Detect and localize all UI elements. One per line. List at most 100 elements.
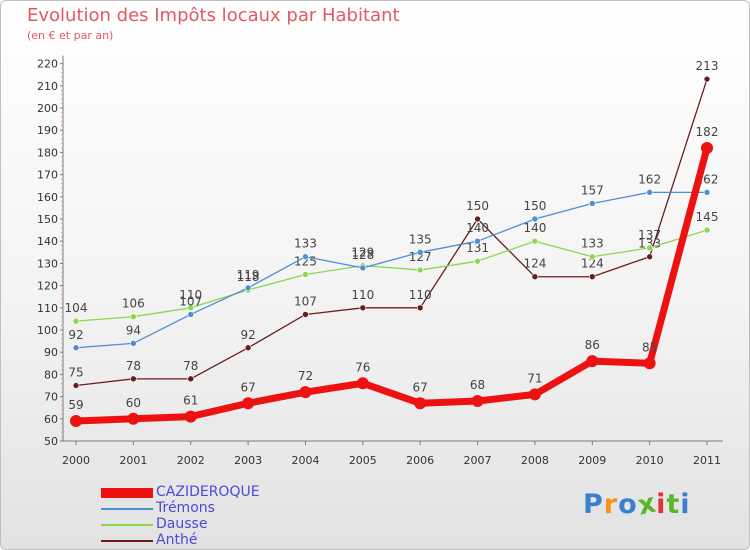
data-point [646,189,653,196]
x-tick-label: 2003 [234,454,262,467]
data-point [414,397,427,410]
data-point [471,395,484,408]
legend-item: Trémons [101,500,341,517]
series-line [75,229,708,322]
data-point [187,311,195,318]
series-line [75,78,708,387]
data-label: 119 [237,268,260,282]
legend-label: Anthé [156,532,198,548]
data-point [302,253,309,261]
legend-item: CAZIDEROQUE [101,484,341,501]
x-tick-label: 2006 [406,454,434,467]
x-tick-label: 2009 [578,454,606,467]
series-line [75,191,708,349]
data-label: 85 [642,340,657,354]
y-tick-label: 130 [37,257,58,270]
data-label: 129 [351,246,374,260]
legend-item: Dausse [101,516,341,533]
y-tick-label: 160 [37,191,58,204]
series-cazideroque: 59 60 61 67 72 76 67 68 71 86 85 182 [68,125,718,428]
data-point [244,344,252,352]
data-label: 67 [240,380,255,394]
data-label: 68 [470,378,485,392]
data-label: 94 [126,323,141,337]
logo-letter: t [666,489,681,520]
data-label: 140 [466,221,489,235]
data-point [359,304,367,312]
y-tick-label: 70 [44,391,58,404]
data-label: 78 [126,359,141,373]
x-tick-label: 2005 [349,454,377,467]
data-point [416,304,424,312]
data-point [302,271,309,278]
data-label: 107 [294,294,317,308]
data-label: 118 [237,270,260,284]
data-label: 71 [527,371,542,385]
x-tick-label: 2002 [177,454,205,467]
data-point [703,189,711,196]
data-label: 75 [68,366,83,380]
data-label: 107 [179,294,202,308]
x-tick-label: 2000 [62,454,90,467]
data-point [701,141,713,154]
logo-letter: P [583,489,604,520]
data-label: 110 [351,288,374,302]
data-point [72,382,80,389]
data-label: 128 [351,248,374,262]
data-point [359,264,367,272]
data-label: 162 [638,172,661,186]
data-point [130,375,137,383]
series-line [72,144,711,425]
data-point [703,75,711,83]
data-point [531,237,539,245]
data-label: 72 [298,369,313,383]
data-point [588,273,596,281]
data-label: 213 [696,59,719,73]
data-point [130,313,137,320]
legend-label: Dausse [156,516,208,532]
data-point [586,355,599,368]
data-label: 133 [638,237,661,251]
data-point [531,273,539,281]
data-point [416,249,424,256]
x-tick-label: 2007 [464,454,492,467]
data-label: 133 [294,237,317,251]
data-point [703,226,711,234]
data-label: 124 [523,257,546,271]
data-point [588,253,596,261]
y-tick-label: 50 [44,435,58,448]
y-tick-label: 90 [44,346,58,359]
data-point [646,244,653,252]
logo-letter: r [603,489,619,520]
x-tick-label: 2001 [119,454,147,467]
chart-legend: CAZIDEROQUE Trémons Dausse Anthé [101,484,341,549]
data-label: 61 [183,394,198,408]
data-label: 150 [523,199,546,213]
legend-swatch [101,508,153,510]
data-label: 92 [240,328,255,342]
data-label: 104 [65,301,88,315]
data-point [72,344,80,352]
data-point [474,257,481,265]
data-point [184,410,197,423]
x-tick-label: 2010 [636,454,664,467]
legend-swatch [101,488,153,498]
y-tick-label: 120 [37,280,58,293]
data-label: 150 [466,199,489,213]
data-point [187,304,195,312]
data-point [127,412,140,425]
x-tick-label: 2011 [693,454,721,467]
logo-letter: i [680,489,691,520]
data-label: 145 [696,210,719,224]
data-point [70,415,82,428]
data-point [646,253,653,261]
y-tick-label: 210 [37,80,58,93]
data-point [474,237,481,245]
data-point [588,200,596,207]
y-tick-label: 100 [37,324,58,337]
data-label: 59 [68,398,83,412]
data-label: 133 [581,237,604,251]
legend-label: Trémons [156,500,215,516]
